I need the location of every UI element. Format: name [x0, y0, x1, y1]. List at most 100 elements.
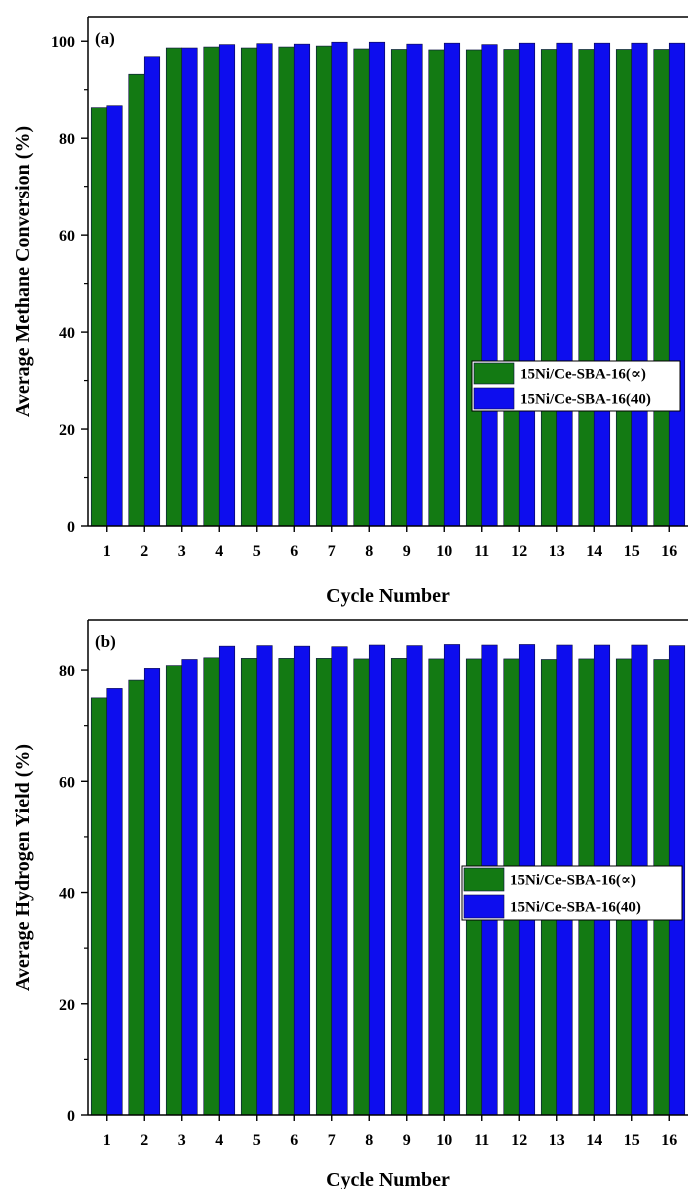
bar-blue-cycle-3: [181, 659, 198, 1116]
bar-blue-cycle-13: [556, 42, 573, 527]
bar-blue-cycle-4: [218, 645, 236, 1116]
x-tick-label: 14: [586, 1132, 602, 1149]
bar-green-cycle-3: [165, 665, 183, 1116]
x-tick-label: 10: [436, 1132, 452, 1149]
bar-green-cycle-16: [653, 49, 670, 527]
bar-green-cycle-5: [240, 47, 258, 527]
bar-green-cycle-1: [90, 107, 108, 527]
legend: 15Ni/Ce-SBA-16(∝) 15Ni/Ce-SBA-16(40): [471, 360, 681, 412]
x-tick-label: 4: [215, 1132, 223, 1149]
legend-swatch-green: [473, 362, 515, 385]
bar-green-cycle-7: [315, 658, 333, 1116]
y-tick-label: 80: [59, 131, 75, 148]
y-tick-label: 40: [59, 886, 75, 903]
bar-blue-cycle-16: [668, 42, 686, 527]
bar-green-cycle-4: [203, 657, 220, 1116]
y-tick-label: 80: [59, 663, 75, 680]
y-tick-label: 60: [59, 774, 75, 791]
bar-blue-cycle-4: [218, 44, 236, 527]
bar-blue-cycle-7: [331, 41, 348, 527]
x-axis-title: Cycle Number: [326, 1169, 450, 1189]
bar-blue-cycle-6: [293, 645, 311, 1116]
y-tick-label: 20: [59, 422, 75, 439]
legend-label: 15Ni/Ce-SBA-16(40): [520, 392, 651, 408]
y-tick-label: 100: [51, 34, 75, 51]
bar-green-cycle-8: [353, 48, 370, 527]
legend-label: 15Ni/Ce-SBA-16(∝): [510, 873, 636, 889]
y-axis-title: Average Methane Conversion (%): [12, 126, 34, 417]
bar-blue-cycle-10: [443, 42, 461, 527]
bar-blue-cycle-15: [631, 42, 648, 527]
bar-blue-cycle-12: [518, 42, 536, 527]
x-axis-title: Cycle Number: [326, 585, 450, 607]
panel-label: (a): [95, 29, 115, 48]
x-tick-label: 2: [140, 1132, 148, 1149]
x-tick-label: 12: [511, 1132, 527, 1149]
x-tick-label: 7: [328, 1132, 336, 1149]
bar-blue-cycle-9: [406, 43, 423, 527]
bar-blue-cycle-3: [181, 47, 198, 527]
x-tick-label: 5: [253, 543, 261, 560]
x-tick-label: 1: [103, 1132, 111, 1149]
bar-green-cycle-2: [128, 73, 145, 527]
x-tick-label: 15: [624, 543, 640, 560]
bar-green-cycle-11: [465, 49, 483, 527]
panel-label: (b): [95, 632, 116, 651]
bar-green-cycle-13: [540, 49, 558, 527]
bar-blue-cycle-8: [368, 41, 386, 527]
bar-blue-cycle-5: [256, 645, 273, 1116]
x-tick-label: 4: [215, 543, 223, 560]
y-tick-label: 60: [59, 228, 75, 245]
legend-label: 15Ni/Ce-SBA-16(∝): [520, 367, 646, 383]
x-tick-label: 5: [253, 1132, 261, 1149]
x-tick-label: 9: [403, 543, 411, 560]
legend-swatch-blue: [463, 894, 505, 919]
legend: 15Ni/Ce-SBA-16(∝) 15Ni/Ce-SBA-16(40): [461, 865, 683, 921]
bar-green-cycle-7: [315, 45, 333, 527]
bar-blue-cycle-1: [106, 688, 123, 1116]
y-axis-title: Average Hydrogen Yield (%): [12, 744, 34, 991]
bar-green-cycle-2: [128, 679, 145, 1116]
x-tick-label: 13: [549, 543, 565, 560]
x-tick-label: 3: [178, 543, 186, 560]
x-tick-label: 8: [365, 1132, 373, 1149]
x-tick-label: 6: [290, 543, 298, 560]
bar-green-cycle-12: [503, 49, 520, 527]
x-tick-label: 1: [103, 543, 111, 560]
bar-blue-cycle-9: [406, 645, 423, 1116]
x-tick-label: 8: [365, 543, 373, 560]
bar-blue-cycle-8: [368, 644, 386, 1116]
bar-blue-cycle-2: [143, 668, 161, 1116]
x-tick-label: 3: [178, 1132, 186, 1149]
bar-blue-cycle-10: [443, 644, 461, 1116]
y-tick-label: 0: [67, 1108, 75, 1125]
bar-green-cycle-4: [203, 46, 220, 527]
bar-green-cycle-9: [390, 49, 408, 527]
x-tick-label: 15: [624, 1132, 640, 1149]
bar-green-cycle-8: [353, 658, 370, 1116]
bar-green-cycle-5: [240, 658, 258, 1116]
bar-blue-cycle-14: [593, 42, 611, 527]
bar-green-cycle-3: [165, 47, 183, 527]
legend-label: 15Ni/Ce-SBA-16(40): [510, 900, 641, 916]
bar-blue-cycle-6: [293, 43, 311, 527]
x-tick-label: 11: [474, 1132, 489, 1149]
x-tick-label: 11: [474, 543, 489, 560]
bar-green-cycle-6: [278, 658, 295, 1116]
x-tick-label: 12: [511, 543, 527, 560]
y-tick-label: 20: [59, 997, 75, 1014]
x-tick-label: 9: [403, 1132, 411, 1149]
legend-swatch-blue: [473, 387, 515, 410]
y-tick-label: 40: [59, 325, 75, 342]
x-tick-label: 2: [140, 543, 148, 560]
x-tick-label: 16: [661, 1132, 677, 1149]
bar-blue-cycle-11: [481, 44, 498, 527]
bar-blue-cycle-7: [331, 646, 348, 1116]
bar-green-cycle-6: [278, 46, 295, 527]
bar-green-cycle-15: [615, 49, 633, 527]
legend-swatch-green: [463, 867, 505, 892]
bar-blue-cycle-5: [256, 43, 273, 527]
